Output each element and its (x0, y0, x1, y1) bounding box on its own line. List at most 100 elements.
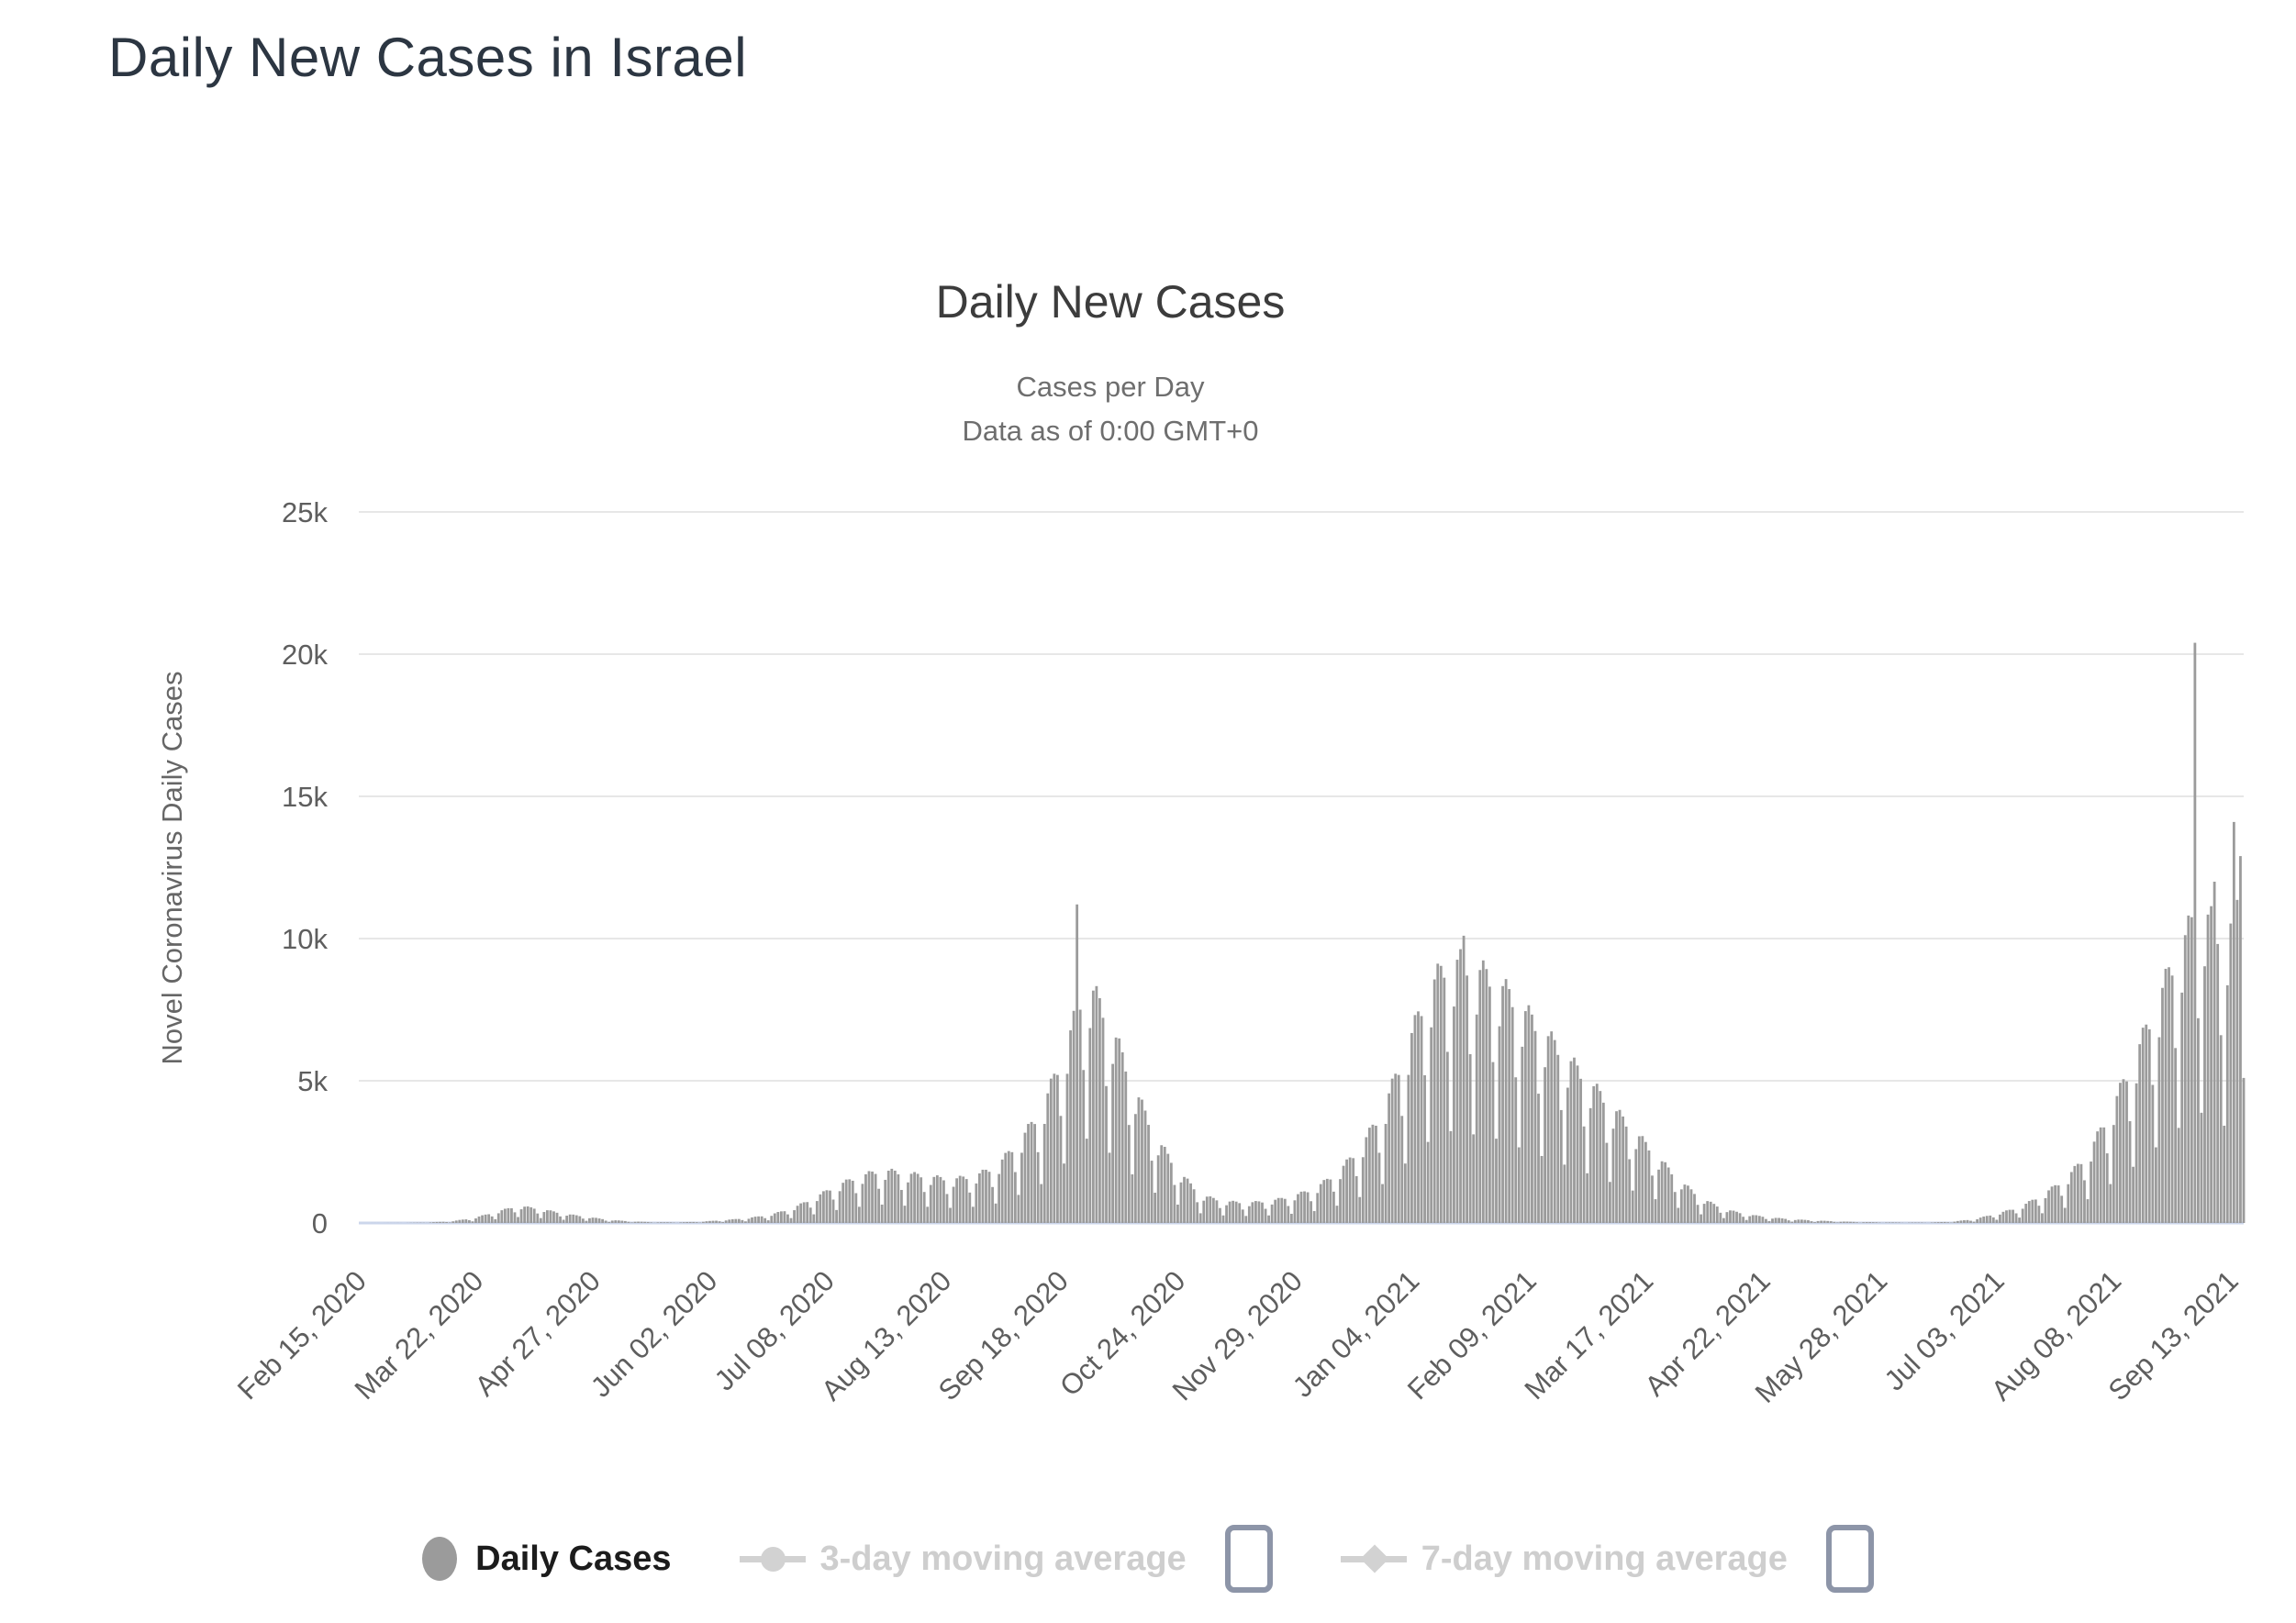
daily-cases-bar (1693, 1194, 1696, 1223)
daily-cases-bar (517, 1217, 519, 1223)
daily-cases-bar (701, 1221, 705, 1223)
daily-cases-bar (2050, 1186, 2054, 1223)
y-tick-label: 25k (282, 496, 328, 528)
daily-cases-bar (1833, 1221, 1836, 1223)
daily-cases-bar (2147, 1028, 2151, 1223)
daily-cases-bar (536, 1213, 540, 1223)
y-tick-label: 5k (297, 1065, 328, 1097)
legend-item-daily-cases[interactable]: Daily Cases (422, 1537, 672, 1581)
daily-cases-bar (1192, 1189, 1196, 1223)
daily-cases-bar (2225, 984, 2229, 1223)
daily-cases-bar (835, 1209, 838, 1223)
daily-cases-bar (1274, 1199, 1277, 1223)
daily-cases-bar (2024, 1204, 2028, 1223)
daily-cases-bar (1078, 1009, 1082, 1223)
daily-cases-bar (2034, 1199, 2037, 1223)
daily-cases-bar (559, 1216, 562, 1223)
daily-cases-bar (604, 1220, 607, 1223)
daily-cases-bar (770, 1216, 774, 1223)
daily-cases-bar (884, 1179, 887, 1223)
daily-cases-bar (481, 1215, 484, 1223)
daily-cases-bar (617, 1220, 620, 1223)
daily-cases-bar (1251, 1202, 1254, 1223)
daily-cases-bar (1407, 1074, 1410, 1223)
daily-cases-bar (1722, 1217, 1725, 1223)
daily-cases-bar (513, 1212, 517, 1224)
7day-average-checkbox[interactable] (1825, 1525, 1874, 1593)
daily-cases-bar (1963, 1220, 1966, 1223)
daily-cases-bar (825, 1190, 829, 1223)
daily-cases-bar (2012, 1209, 2014, 1223)
daily-cases-bar (1531, 1014, 1533, 1223)
daily-cases-bar (1322, 1180, 1326, 1223)
daily-cases-marker-icon (422, 1537, 458, 1581)
daily-cases-bar (844, 1179, 848, 1223)
daily-cases-bar (2122, 1079, 2125, 1223)
3day-average-checkbox[interactable] (1224, 1525, 1273, 1593)
daily-cases-bar (1468, 1054, 1472, 1223)
daily-cases-bar (2219, 1035, 2223, 1223)
daily-cases-bar (1856, 1222, 1858, 1223)
daily-cases-bar (2168, 967, 2170, 1223)
daily-cases-bar (1761, 1217, 1765, 1223)
daily-cases-bar (1221, 1215, 1225, 1223)
daily-cases-bar (568, 1214, 572, 1223)
daily-cases-bar (1332, 1191, 1335, 1223)
daily-cases-bar (2109, 1184, 2112, 1223)
daily-cases-bar (2112, 1125, 2115, 1223)
daily-cases-bar (1056, 1074, 1059, 1223)
daily-cases-bar (1778, 1217, 1780, 1223)
y-tick-label: 10k (282, 923, 328, 955)
daily-cases-bar (1131, 1173, 1134, 1223)
daily-cases-bar (1677, 1207, 1680, 1223)
daily-cases-bar (1053, 1073, 1056, 1223)
daily-cases-bar (2083, 1180, 2086, 1223)
daily-cases-bar (1361, 1157, 1365, 1223)
daily-cases-bar (2079, 1163, 2083, 1223)
daily-cases-bar (1160, 1145, 1164, 1223)
daily-cases-bar (1459, 949, 1462, 1223)
legend-item-7day-moving-average[interactable]: 7-day moving average (1340, 1525, 1874, 1593)
daily-cases-bar (2090, 1162, 2092, 1223)
daily-cases-bar (1822, 1220, 1826, 1223)
daily-cases-bar (1114, 1037, 1118, 1223)
daily-cases-bar (1384, 1124, 1388, 1223)
daily-cases-bar (1991, 1217, 1995, 1223)
daily-cases-bar (949, 1207, 952, 1223)
daily-cases-bar (848, 1179, 852, 1223)
daily-cases-bar (1871, 1222, 1875, 1223)
daily-cases-bar (877, 1188, 881, 1223)
daily-cases-bar (1423, 1074, 1426, 1223)
daily-cases-bar (1264, 1208, 1267, 1223)
daily-cases-bar (468, 1219, 471, 1223)
daily-cases-bar (1345, 1159, 1348, 1223)
daily-cases-bar (2242, 1077, 2246, 1223)
daily-cases-bar (1443, 977, 1446, 1224)
daily-cases-bar (685, 1221, 689, 1223)
daily-cases-bar (718, 1221, 721, 1223)
daily-cases-bar (1875, 1222, 1878, 1223)
daily-cases-bar (1085, 1139, 1088, 1223)
daily-cases-bar (2069, 1172, 2073, 1223)
daily-cases-bar (474, 1218, 477, 1223)
daily-cases-bar (542, 1212, 546, 1223)
daily-cases-bar (1601, 1102, 1605, 1223)
daily-cases-bar (1059, 1116, 1063, 1223)
daily-cases-bar (484, 1214, 487, 1223)
daily-cases-bar (1894, 1222, 1898, 1223)
daily-cases-bar (2193, 642, 2197, 1223)
daily-cases-bar (2177, 1128, 2180, 1223)
daily-cases-bar (1453, 1006, 1455, 1223)
daily-cases-bar (1046, 1093, 1050, 1223)
daily-cases-bar (666, 1222, 669, 1223)
daily-cases-bar (857, 1206, 861, 1223)
daily-cases-bar (679, 1222, 682, 1223)
legend-item-3day-moving-average[interactable]: 3-day moving average (739, 1525, 1273, 1593)
daily-cases-bar (776, 1212, 780, 1223)
daily-cases-bar (2151, 1084, 2155, 1223)
daily-cases-bar (1651, 1175, 1654, 1223)
daily-cases-bar (1377, 1152, 1381, 1223)
daily-cases-bar (1036, 1151, 1040, 1223)
daily-cases-bar (1426, 1141, 1430, 1223)
daily-cases-bar (1101, 1017, 1105, 1223)
